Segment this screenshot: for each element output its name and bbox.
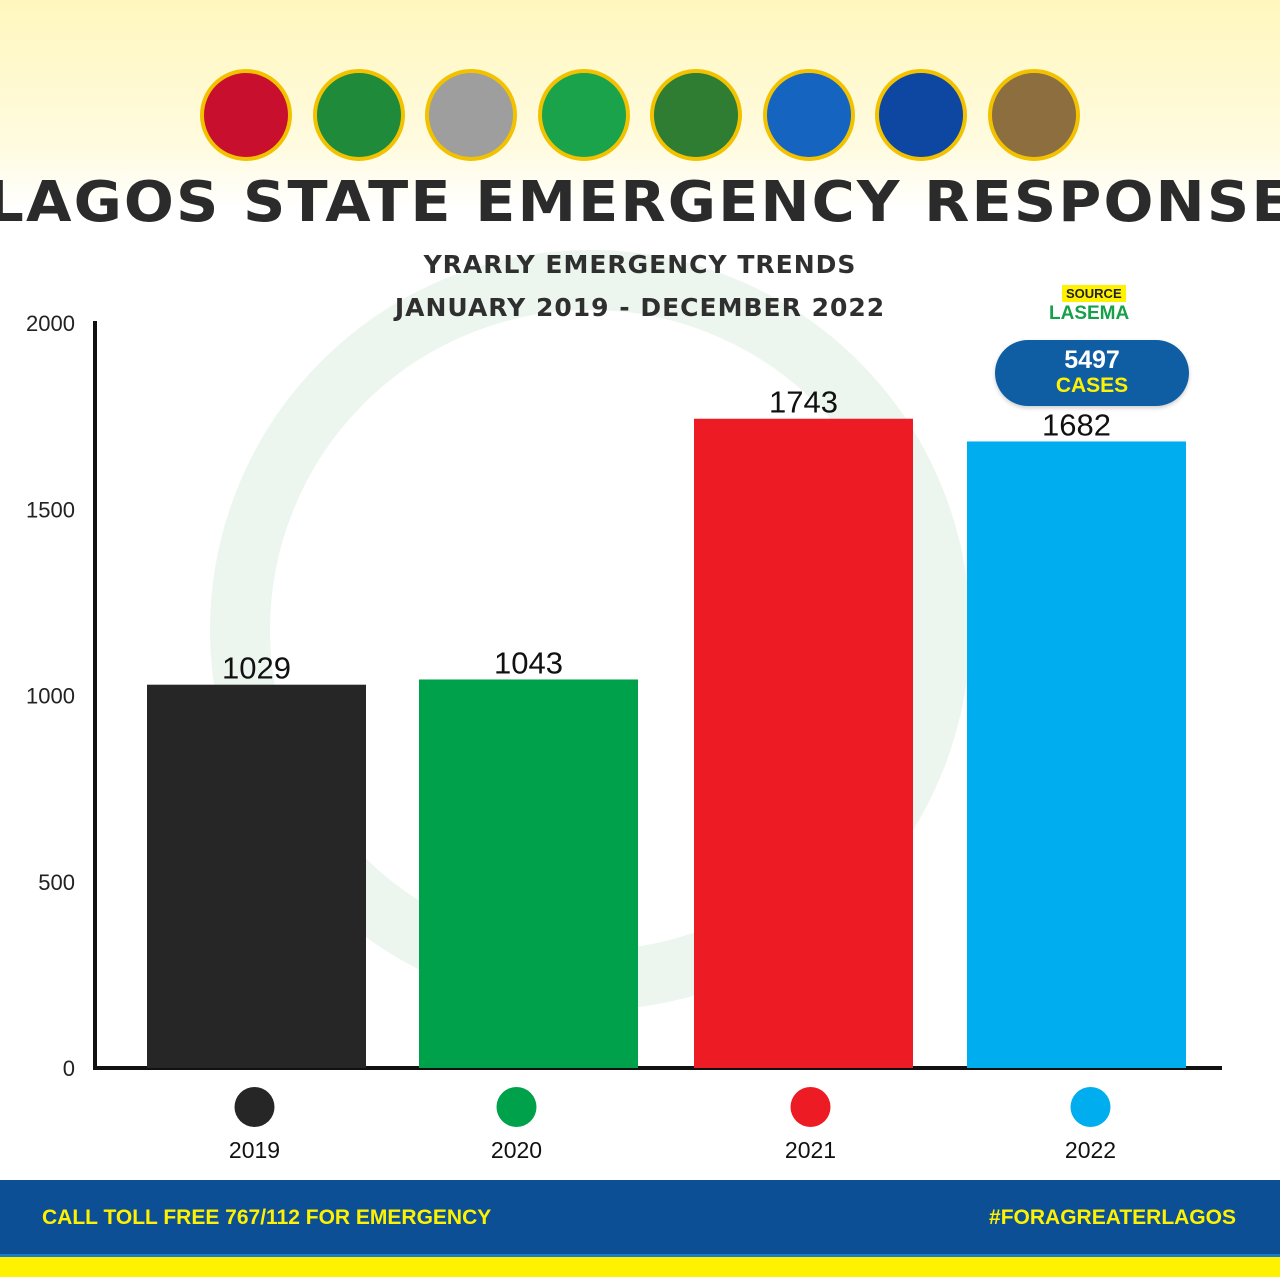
lasbca-logo [200, 69, 292, 161]
y-tick-label: 1000 [26, 684, 75, 709]
total-cases-label: CASES [1055, 374, 1129, 397]
source-label: SOURCE [1062, 285, 1126, 302]
x-category-label: 2019 [229, 1137, 280, 1163]
bar-value-label: 1743 [769, 385, 838, 420]
bar-chart: 0 500 1000 1500 2000 1029 2019 1043 2020 1743 2021… [26, 311, 1222, 1163]
footer: CALL TOLL FREE 767/112 FOR EMERGENCY #FO… [0, 1180, 1280, 1277]
hashtag: #FORAGREATERLAGOS [989, 1206, 1236, 1229]
rrs-logo [987, 69, 1080, 161]
lru-logo [762, 69, 855, 161]
page-subtitle: YRARLY EMERGENCY TRENDS [423, 250, 857, 279]
bar-2021 [694, 418, 913, 1068]
y-tick-label: 1500 [26, 497, 75, 522]
legend-dot-2020 [496, 1087, 537, 1127]
date-range: JANUARY 2019 - DECEMBER 2022 [394, 293, 886, 322]
total-cases-badge: 5497 CASES [995, 340, 1189, 406]
agency-logos [200, 60, 1080, 170]
x-category-label: 2022 [1065, 1137, 1116, 1163]
legend-dot-2021 [790, 1087, 831, 1127]
bar-2022 [967, 441, 1186, 1068]
lastma-logo [312, 69, 405, 161]
footer-bar: CALL TOLL FREE 767/112 FOR EMERGENCY #FO… [0, 1180, 1280, 1257]
page-title: LAGOS STATE EMERGENCY RESPONSE [0, 170, 1280, 235]
bar-value-label: 1682 [1042, 407, 1111, 442]
lasambus-logo [875, 69, 968, 161]
total-cases-value: 5497 [1064, 346, 1120, 374]
bar-value-label: 1043 [494, 645, 563, 680]
x-category-label: 2021 [785, 1137, 836, 1163]
bar-value-label: 1029 [222, 651, 291, 686]
fire-service-logo [425, 69, 518, 161]
emergency-hotline: CALL TOLL FREE 767/112 FOR EMERGENCY [42, 1206, 492, 1229]
legend-dot-2019 [234, 1087, 275, 1127]
y-tick-label: 2000 [26, 311, 75, 336]
lasema-logo [537, 69, 630, 161]
y-tick-label: 500 [38, 870, 75, 895]
legend-dot-2022 [1070, 1087, 1111, 1127]
bar-2019 [147, 684, 366, 1068]
bar-2020 [419, 679, 638, 1068]
lagos-crest-logo [650, 69, 743, 161]
y-tick-label: 0 [63, 1056, 75, 1081]
source-name: LASEMA [1049, 303, 1130, 324]
x-category-label: 2020 [491, 1137, 542, 1163]
